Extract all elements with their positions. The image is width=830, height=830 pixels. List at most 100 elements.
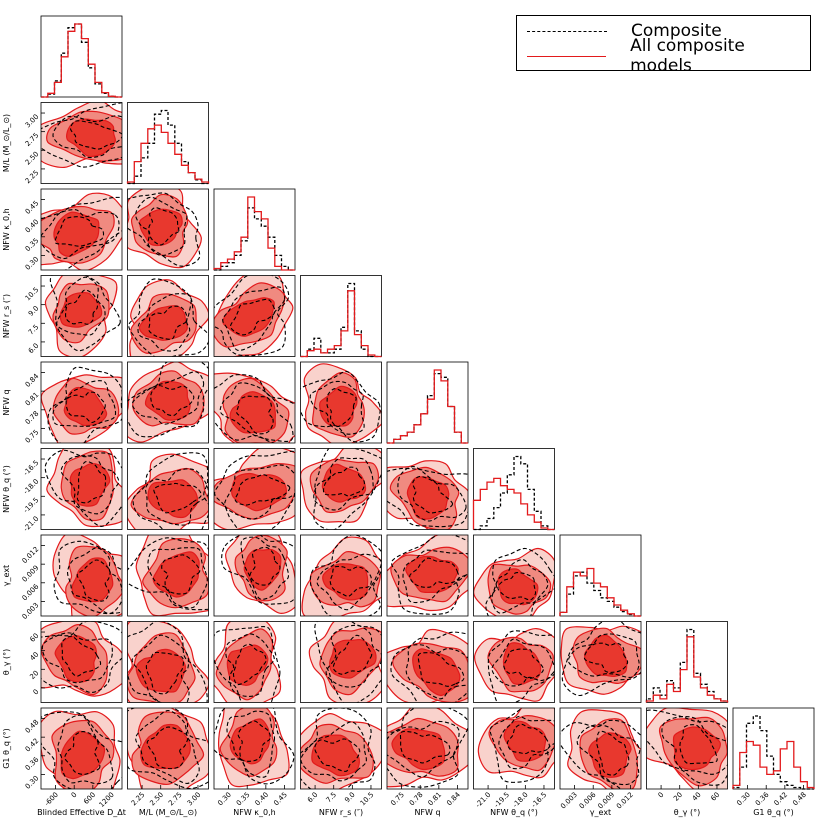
y-tick-label: 20 — [28, 669, 40, 681]
y-tick-label: 2.75 — [24, 131, 41, 148]
contour-composite-3sigma — [44, 449, 122, 527]
x-tick-label: 60 — [709, 791, 721, 803]
y-tick-label: 0 — [32, 688, 41, 697]
contour-composite-1sigma — [153, 482, 202, 514]
hist-panel-1 — [126, 102, 210, 185]
legend-label-all-composite-models: All composite models — [630, 36, 745, 76]
y-axis-label-4: NFW q — [2, 389, 11, 415]
contour-panel-7-5 — [473, 621, 555, 703]
contour-composite-2sigma — [131, 371, 205, 425]
contour-fill-1sigma — [71, 557, 114, 603]
hist-panel-5 — [472, 448, 555, 531]
panel-frame — [300, 707, 382, 790]
contour-panel-8-3 — [300, 707, 382, 790]
hist-panel-6 — [559, 534, 642, 617]
contour-panel-7-2 — [213, 621, 296, 703]
contour-composite-2sigma — [137, 293, 192, 352]
contour-composite-1sigma — [332, 634, 373, 675]
contour-composite-2sigma — [300, 721, 367, 782]
legend-swatch-dashed — [527, 30, 607, 32]
y-axis-label-7: θ_γ (°) — [2, 649, 11, 675]
contour-composite-2sigma — [402, 549, 468, 604]
y-tick-label: 7.5 — [27, 323, 41, 337]
contour-composite-2sigma — [661, 715, 728, 775]
contour-composite-2sigma — [67, 547, 122, 615]
contour-composite-1sigma — [148, 305, 188, 340]
contour-panel-7-4 — [386, 621, 469, 703]
hist-all-models-0 — [41, 23, 122, 98]
hist-panel-7 — [645, 621, 729, 703]
y-tick-label: 0.40 — [24, 218, 41, 235]
contour-composite-1sigma — [314, 738, 361, 772]
x-tick-label: 2.75 — [167, 791, 184, 808]
panel-frame — [40, 188, 123, 271]
panel-frame — [213, 534, 296, 617]
contour-composite-3sigma — [487, 630, 555, 703]
panel-frame — [386, 448, 469, 530]
contour-composite-3sigma — [49, 275, 121, 352]
x-tick-label: 0.30 — [216, 791, 233, 808]
contour-panel-6-4 — [386, 534, 469, 617]
legend: Composite All composite models — [516, 15, 811, 76]
y-tick-label: -16.5 — [22, 459, 40, 477]
contour-composite-2sigma — [57, 714, 114, 785]
contour-composite-3sigma — [47, 366, 122, 443]
contour-composite-1sigma — [503, 648, 544, 679]
contour-composite-1sigma — [237, 720, 271, 762]
y-tick-label: -18.0 — [22, 477, 40, 495]
y-tick-label: 0.009 — [21, 564, 41, 584]
contour-composite-1sigma — [326, 388, 357, 428]
contour-composite-2sigma — [145, 468, 209, 526]
panel-frame — [300, 361, 382, 444]
contour-composite-1sigma — [76, 460, 107, 504]
contour-composite-3sigma — [214, 374, 295, 443]
y-tick-label: 0.30 — [24, 774, 41, 791]
x-tick-label: 10.5 — [359, 791, 376, 808]
contour-fill-1sigma — [229, 391, 277, 434]
x-tick-label: -600 — [43, 791, 60, 808]
x-tick-label: 0.81 — [427, 791, 444, 808]
contour-composite-2sigma — [325, 624, 382, 688]
y-tick-label: 0.78 — [24, 410, 41, 427]
contour-composite-3sigma — [560, 719, 641, 789]
contour-composite-3sigma — [53, 540, 122, 615]
contour-composite-2sigma — [240, 536, 290, 600]
contour-panel-8-2 — [213, 707, 296, 790]
contour-fill-1sigma — [222, 297, 275, 337]
contour-panel-8-1 — [127, 707, 209, 790]
contour-composite-3sigma — [127, 708, 209, 789]
legend-swatch-solid — [527, 55, 607, 57]
contour-composite-1sigma — [583, 642, 629, 673]
panel-frame — [300, 621, 382, 703]
contour-panel-8-0 — [40, 707, 123, 790]
hist-all-models-8 — [732, 740, 815, 789]
contour-panel-4-0 — [40, 361, 123, 444]
y-tick-label: 2.50 — [24, 150, 41, 167]
contour-panel-6-3 — [300, 534, 382, 617]
contour-composite-2sigma — [397, 466, 467, 522]
x-tick-label: 1200 — [98, 791, 116, 809]
contour-composite-1sigma — [236, 395, 274, 435]
contour-composite-1sigma — [148, 206, 180, 246]
panel-frame — [300, 448, 382, 530]
contour-panel-4-3 — [300, 361, 382, 444]
y-axis-label-2: NFW κ_0,h — [2, 208, 11, 250]
panel-frame — [127, 621, 209, 703]
panel-frame — [386, 534, 469, 617]
y-axis-label-5: NFW θ_q (°) — [2, 465, 11, 513]
x-tick-label: 600 — [82, 791, 97, 806]
contour-composite-1sigma — [146, 726, 189, 770]
y-tick-label: 60 — [28, 632, 40, 644]
hist-composite-8 — [732, 715, 814, 790]
panel-frame — [559, 707, 642, 790]
x-tick-label: 0.45 — [272, 791, 289, 808]
hist-frame-8 — [732, 707, 815, 790]
contour-panel-6-5 — [473, 534, 555, 617]
contour-composite-3sigma — [390, 535, 468, 615]
contour-composite-2sigma — [41, 632, 113, 684]
x-tick-label: 0.36 — [754, 790, 771, 807]
x-tick-label: -16.5 — [530, 791, 548, 809]
panel-frame — [473, 621, 555, 703]
contour-fill-1sigma — [138, 208, 183, 247]
